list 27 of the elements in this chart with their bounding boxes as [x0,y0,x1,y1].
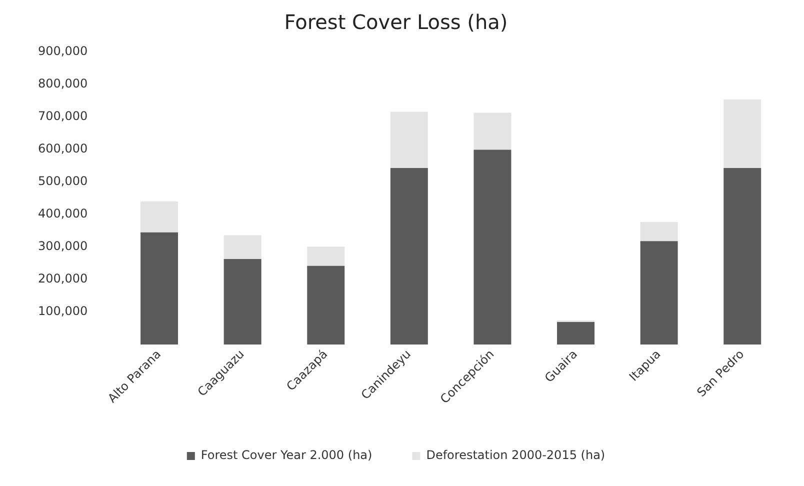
y-tick-label: 200,000 [38,272,88,286]
bar [307,246,345,266]
bar [724,99,762,168]
bar [390,168,428,344]
y-tick-label: 300,000 [38,239,88,254]
y-tick-label: 800,000 [38,76,88,91]
bar [140,232,178,344]
y-tick-label: 400,000 [38,206,88,221]
bar [307,266,345,344]
bar [640,222,678,242]
y-tick-label: 100,000 [38,304,88,318]
bar [224,235,262,259]
bar [390,112,428,168]
legend-label: Deforestation 2000-2015 (ha) [426,448,606,462]
chart-title: Forest Cover Loss (ha) [284,10,508,34]
bar [140,201,178,232]
bar [474,150,512,344]
bar [640,241,678,344]
bar [224,258,262,344]
y-tick-label: 600,000 [38,142,88,156]
y-tick-label: 700,000 [38,109,88,124]
y-tick-label: 900,000 [38,44,88,58]
bar [474,112,512,150]
bar [557,322,594,344]
y-tick-label: 500,000 [38,174,88,188]
legend-label: Forest Cover Year 2.000 (ha) [200,448,372,462]
bar [724,168,762,344]
